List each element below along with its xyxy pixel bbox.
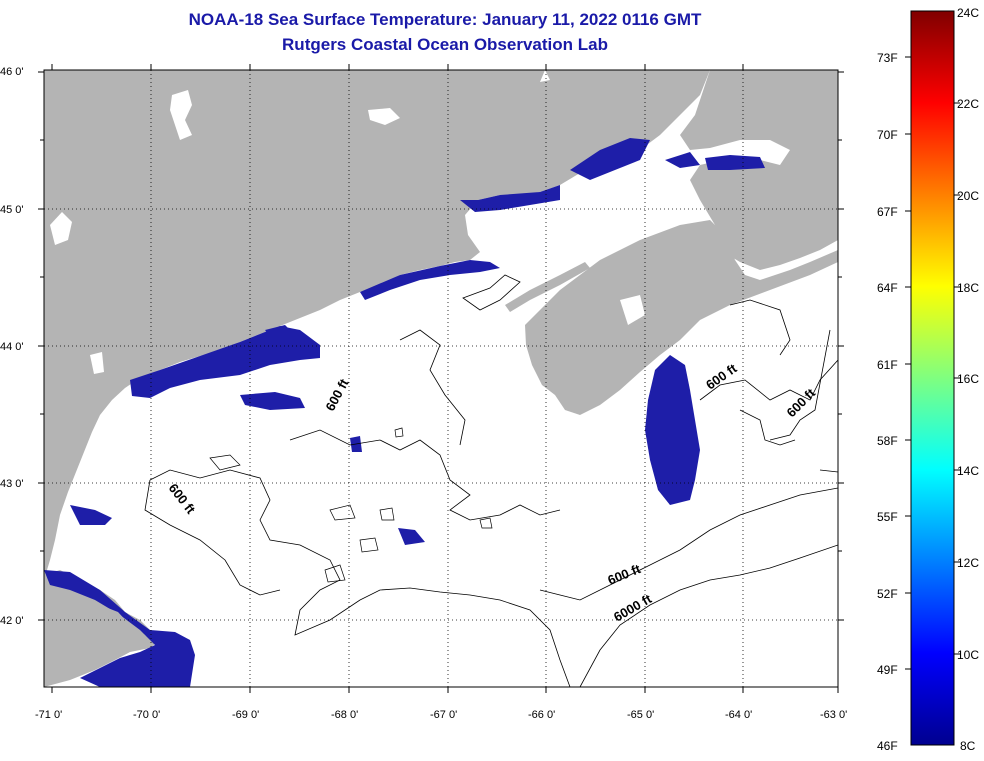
mainland-land — [44, 70, 710, 580]
lon-label-69: -69 0' — [232, 709, 259, 721]
bay-of-fundy-strip — [505, 262, 590, 312]
colorbar-c-12: 12C — [957, 556, 979, 570]
nova-scotia-peninsula-land — [525, 220, 838, 415]
lon-label-66: -66 0' — [528, 709, 555, 721]
lat-label-42: 42 0' — [0, 615, 24, 627]
colorbar-c-14: 14C — [957, 464, 979, 478]
colorbar-f-61: 61F — [877, 358, 898, 372]
lon-label-64: -64 0' — [725, 709, 752, 721]
colorbar-f-64: 64F — [877, 281, 898, 295]
lat-label-46: 46 0' — [0, 66, 24, 78]
cape-cod-interior-land — [100, 605, 150, 645]
colorbar — [910, 10, 955, 746]
colorbar-f-46: 46F — [877, 739, 898, 753]
cold-water-regions — [44, 138, 765, 687]
colorbar-f-58: 58F — [877, 434, 898, 448]
lon-label-70: -70 0' — [133, 709, 160, 721]
lon-label-63: -63 0' — [820, 709, 847, 721]
colorbar-c-10: 10C — [957, 648, 979, 662]
graticule — [44, 70, 838, 687]
lon-label-67: -67 0' — [430, 709, 457, 721]
colorbar-c-8: 8C — [960, 739, 976, 753]
colorbar-f-73: 73F — [877, 51, 898, 65]
lon-label-71: -71 0' — [35, 709, 62, 721]
colorbar-f-70: 70F — [877, 128, 898, 142]
colorbar-c-22: 22C — [957, 97, 979, 111]
colorbar-ticks — [905, 56, 960, 670]
map-subtitle: Rutgers Coastal Ocean Observation Lab — [282, 35, 608, 54]
map-title: NOAA-18 Sea Surface Temperature: January… — [188, 10, 702, 29]
lat-label-44: 44 0' — [0, 341, 24, 353]
colorbar-c-20: 20C — [957, 189, 979, 203]
contour-islands — [209, 427, 493, 583]
cape-cod-land — [44, 570, 160, 687]
lon-label-68: -68 0' — [331, 709, 358, 721]
lat-label-45: 45 0' — [0, 204, 24, 216]
depth-contours — [144, 274, 838, 687]
map-frame — [43, 69, 839, 688]
colorbar-c-18: 18C — [957, 281, 979, 295]
inland-lakes — [50, 70, 645, 374]
axis-ticks — [38, 64, 844, 693]
lat-label-43: 43 0' — [0, 478, 24, 490]
colorbar-c-24: 24C — [957, 6, 979, 20]
colorbar-f-55: 55F — [877, 510, 898, 524]
lon-label-65: -65 0' — [627, 709, 654, 721]
colorbar-f-49: 49F — [877, 663, 898, 677]
colorbar-f-52: 52F — [877, 587, 898, 601]
colorbar-f-67: 67F — [877, 205, 898, 219]
colorbar-c-16: 16C — [957, 372, 979, 386]
nova-scotia-north-land — [680, 70, 838, 270]
